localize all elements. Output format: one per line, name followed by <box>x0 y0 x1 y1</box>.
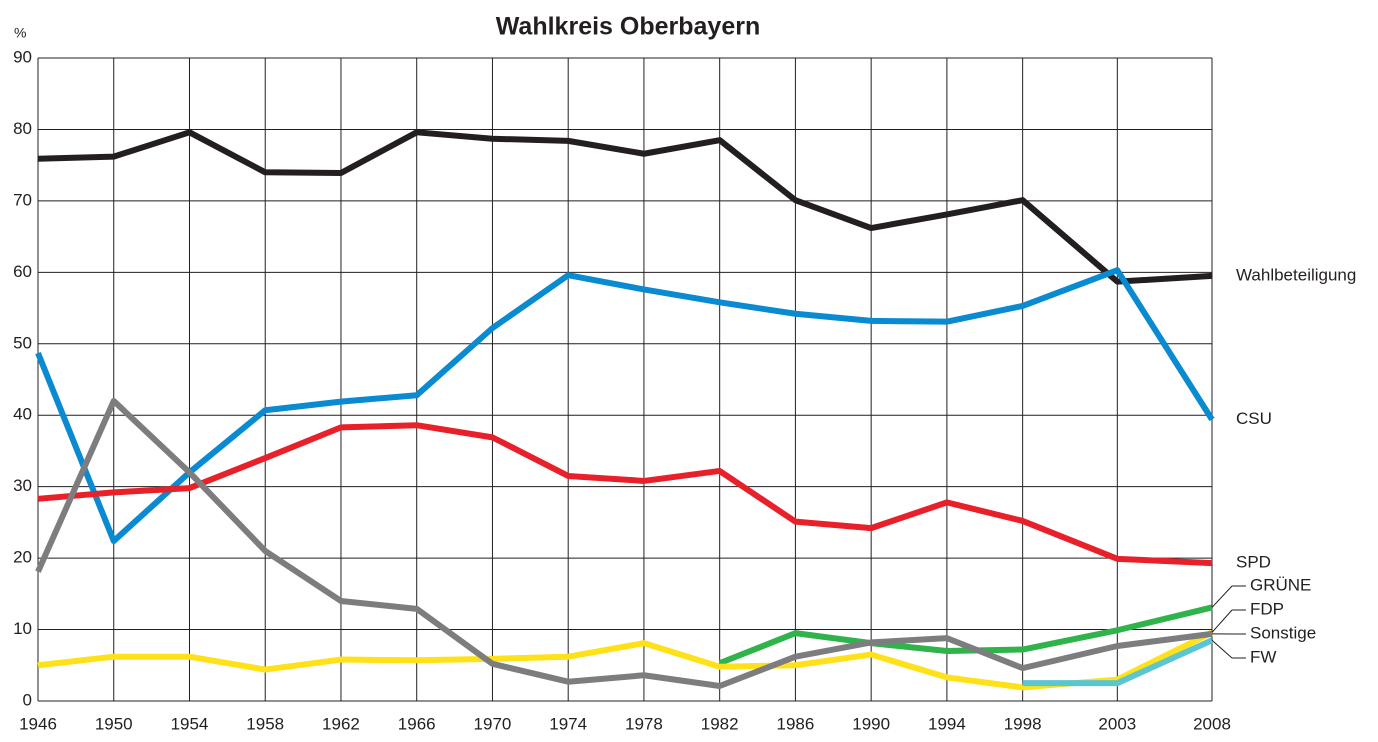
series-label: CSU <box>1236 409 1272 428</box>
x-tick-label: 1950 <box>95 714 133 733</box>
series-label: FW <box>1250 647 1276 666</box>
x-tick-label: 1954 <box>171 714 209 733</box>
x-tick-label: 1982 <box>701 714 739 733</box>
chart-title: Wahlkreis Oberbayern <box>496 13 760 41</box>
y-tick-label: 70 <box>13 190 32 209</box>
x-tick-label: 1958 <box>246 714 284 733</box>
series-line <box>35 267 1215 544</box>
series-line <box>1022 637 1214 687</box>
x-tick-label: 1966 <box>398 714 436 733</box>
x-tick-label: 2003 <box>1098 714 1136 733</box>
series-label: SPD <box>1236 553 1271 572</box>
x-tick-label: 1970 <box>474 714 512 733</box>
x-tick-label: 1986 <box>777 714 815 733</box>
y-tick-label: 60 <box>13 262 32 281</box>
x-tick-label: 1998 <box>1004 714 1042 733</box>
series-line <box>718 604 1213 666</box>
y-tick-label: 90 <box>13 47 32 66</box>
leader-line <box>1211 585 1233 608</box>
leader-line <box>1211 609 1233 633</box>
x-tick-label: 1978 <box>625 714 663 733</box>
x-tick-label: 1962 <box>322 714 360 733</box>
y-tick-label: 30 <box>13 476 32 495</box>
series-label: FDP <box>1250 599 1284 618</box>
y-tick-label: 80 <box>13 119 32 138</box>
series-line <box>37 629 1214 691</box>
y-tick-label: 40 <box>13 405 32 424</box>
x-tick-label: 1946 <box>19 714 57 733</box>
y-tick-label: 50 <box>13 333 32 352</box>
x-tick-label: 2008 <box>1193 714 1231 733</box>
series-label: GRÜNE <box>1250 575 1311 594</box>
y-tick-label: 0 <box>23 690 32 709</box>
x-tick-label: 1994 <box>928 714 966 733</box>
y-tick-label: 10 <box>13 619 32 638</box>
y-axis-label: % <box>14 25 26 41</box>
series-line <box>35 397 1213 689</box>
series-line <box>37 129 1213 285</box>
y-tick-label: 20 <box>13 548 32 567</box>
x-tick-label: 1974 <box>549 714 587 733</box>
series-label: Sonstige <box>1250 623 1316 642</box>
leader-line <box>1211 639 1233 659</box>
series-label: Wahlbeteiligung <box>1236 265 1356 284</box>
x-tick-label: 1990 <box>852 714 890 733</box>
series-line <box>37 422 1213 567</box>
